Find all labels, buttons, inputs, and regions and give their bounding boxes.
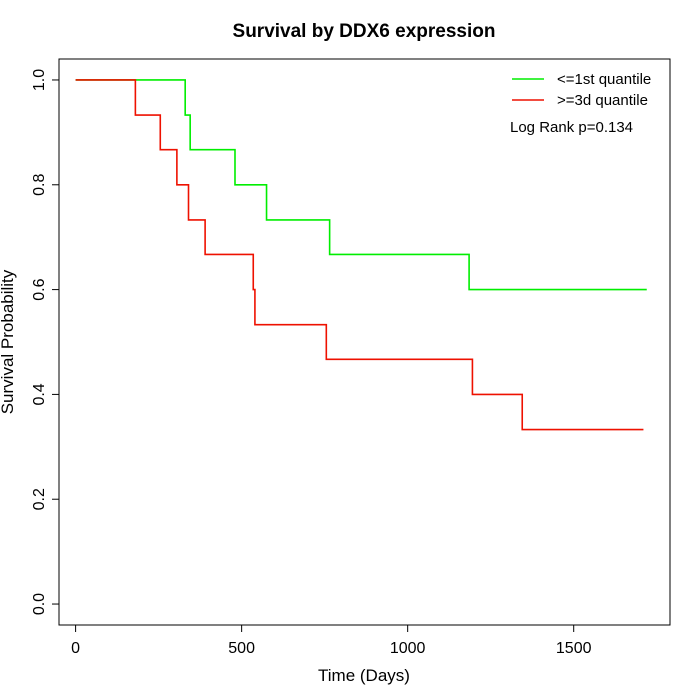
series-line-2 bbox=[75, 79, 644, 431]
x-axis: 0 500 1000 1500 bbox=[71, 624, 592, 657]
x-tick-label: 1000 bbox=[390, 640, 426, 657]
legend-label: >=3d quantile bbox=[557, 92, 648, 109]
plot-frame bbox=[58, 58, 671, 626]
x-tick-label: 0 bbox=[71, 640, 80, 657]
legend-label: <=1st quantile bbox=[557, 71, 651, 88]
y-tick-label: 0.4 bbox=[31, 383, 48, 405]
y-tick-label: 0.8 bbox=[31, 174, 48, 196]
series-line-1 bbox=[75, 79, 647, 291]
log-rank-annotation: Log Rank p=0.134 bbox=[510, 119, 633, 136]
x-tick-label: 500 bbox=[228, 640, 255, 657]
y-tick-label: 1.0 bbox=[31, 69, 48, 91]
y-tick-label: 0.2 bbox=[31, 488, 48, 510]
y-axis: 0.0 0.2 0.4 0.6 0.8 1.0 bbox=[31, 69, 60, 615]
y-tick-label: 0.0 bbox=[31, 593, 48, 615]
y-axis-label: Survival Probability bbox=[0, 269, 17, 414]
chart-title: Survival by DDX6 expression bbox=[233, 21, 496, 42]
x-tick-label: 1500 bbox=[556, 640, 592, 657]
x-axis-label: Time (Days) bbox=[318, 666, 410, 685]
y-tick-label: 0.6 bbox=[31, 278, 48, 300]
series-layer bbox=[75, 79, 647, 431]
legend: <=1st quantile >=3d quantile bbox=[512, 71, 651, 109]
